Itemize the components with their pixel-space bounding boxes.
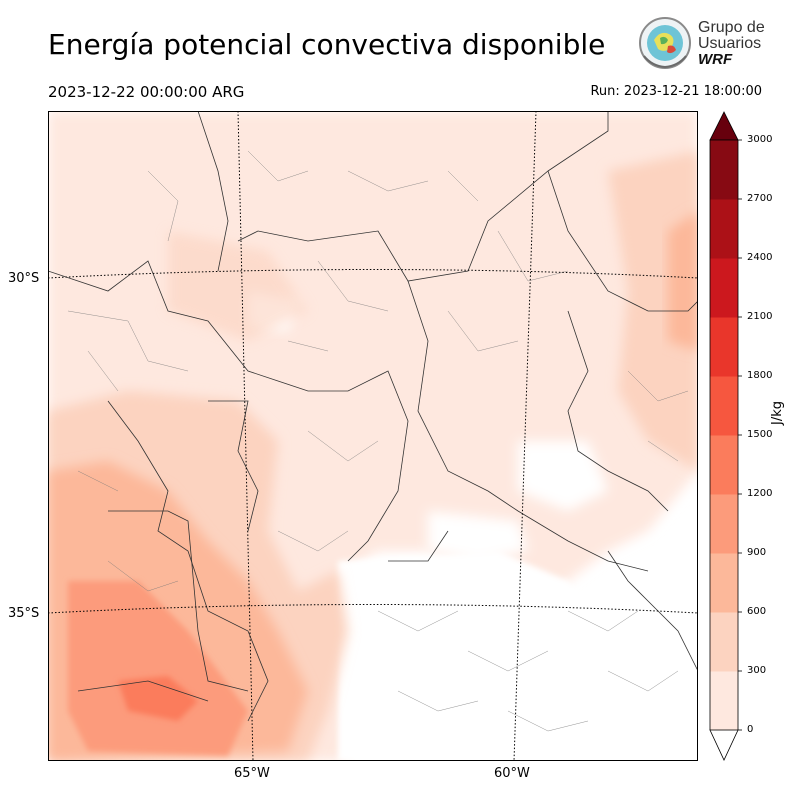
map-frame [48,111,698,761]
colorbar-over-arrow [709,111,739,141]
lat-label-35s: 35°S [8,606,40,621]
logo-text-line1: Grupo de [698,19,765,36]
colorbar-tick-label: 600 [747,606,767,617]
colorbar-tick-label: 900 [747,547,767,558]
cape-map [48,111,698,761]
wrf-logo: Grupo de Usuarios WRF [638,16,768,72]
colorbar-tick-label: 300 [747,665,767,676]
lon-label-60w: 60°W [494,766,530,781]
colorbar-segment [710,553,738,613]
colorbar-segment [710,317,738,377]
logo-text-line3: WRF [698,51,733,68]
colorbar-tick-label: 3000 [747,134,773,145]
lon-label-65w: 65°W [234,766,270,781]
province-boundaries [48,111,698,722]
colorbar-under-arrow [709,729,739,761]
colorbar-tick-label: 1800 [747,370,773,381]
colorbar-segment [710,612,738,672]
cape-field [48,111,698,761]
colorbar-segment [710,494,738,554]
lat-label-30s: 30°S [8,271,40,286]
colorbar-segment [710,258,738,318]
colorbar-tick-label: 2100 [747,311,773,322]
colorbar-tick-label: 2400 [747,252,773,263]
graticule [48,111,698,761]
valid-time: 2023-12-22 00:00:00 ARG [48,83,245,101]
department-boundaries [67,150,689,732]
colorbar-tick-label: 0 [747,724,754,735]
colorbar-unit: J/kg [770,401,785,425]
colorbar-segment [710,435,738,495]
run-time: Run: 2023-12-21 18:00:00 [590,84,762,99]
colorbar-tick-label: 1200 [747,488,773,499]
globe-logo-icon [639,17,691,69]
colorbar [709,111,742,761]
logo-text-line2: Usuarios [698,35,762,52]
colorbar-tick-label: 2700 [747,193,773,204]
colorbar-segment [710,671,738,731]
map-title: Energía potencial convectiva disponible [48,28,606,61]
colorbar-segment [710,376,738,436]
colorbar-tick-label: 1500 [747,429,773,440]
colorbar-segment [710,140,738,200]
colorbar-segment [710,199,738,259]
